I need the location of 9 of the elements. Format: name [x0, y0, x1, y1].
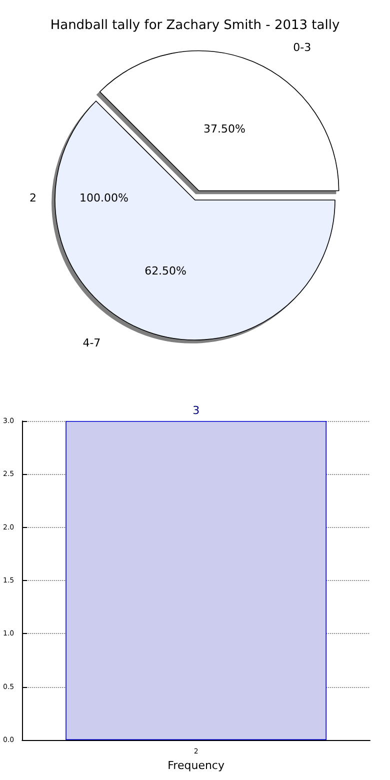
x-axis-title: Frequency	[168, 759, 225, 772]
data-label: 62.50%	[144, 264, 187, 278]
chart-title: Handball tally for Zachary Smith - 2013 tally	[50, 18, 340, 33]
slice-label: 0-3	[293, 41, 312, 54]
data-label: 37.50%	[203, 122, 246, 136]
data-label: 3	[192, 404, 200, 417]
text: 2	[30, 192, 36, 204]
text: 100.00%	[80, 192, 128, 204]
slice-label: 4-7	[82, 336, 101, 350]
